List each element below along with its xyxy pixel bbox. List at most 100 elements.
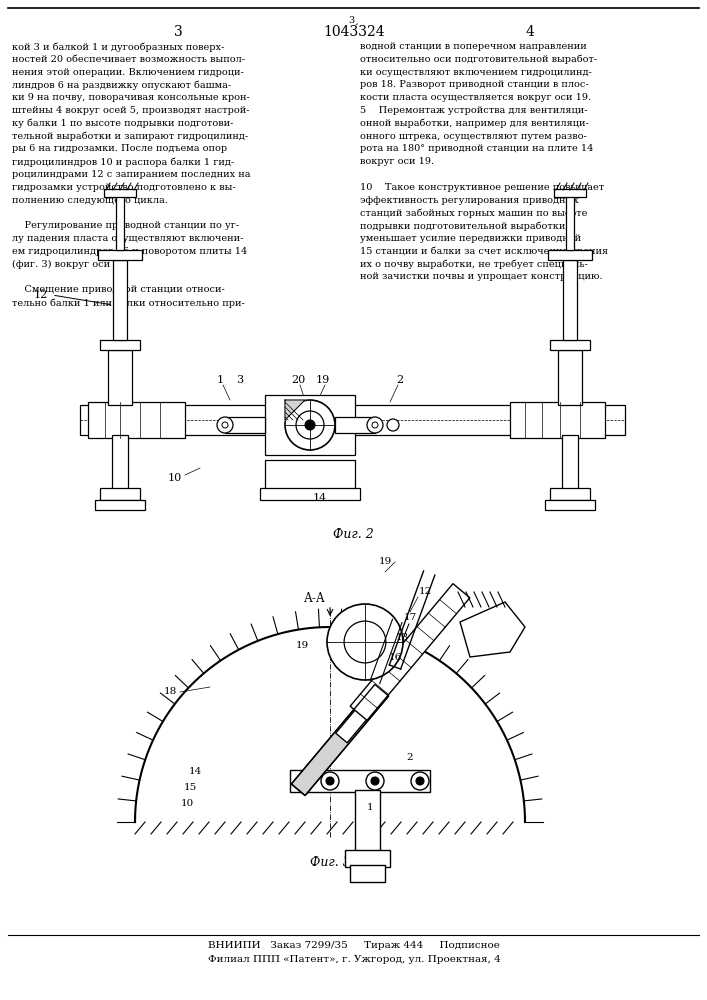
Text: 18: 18: [163, 688, 177, 696]
Text: 2: 2: [407, 752, 414, 762]
Text: 19: 19: [296, 641, 309, 650]
Bar: [265, 395, 355, 455]
Circle shape: [411, 772, 429, 790]
Circle shape: [344, 621, 386, 663]
Bar: [558, 350, 582, 405]
Polygon shape: [350, 584, 470, 720]
Text: 14: 14: [188, 768, 201, 776]
Text: полнению следующего цикла.: полнению следующего цикла.: [12, 196, 168, 205]
Text: эффективность регулирования приводных: эффективность регулирования приводных: [360, 196, 579, 205]
Circle shape: [321, 772, 339, 790]
Circle shape: [367, 417, 383, 433]
Text: Фиг. 2: Фиг. 2: [332, 528, 373, 542]
Text: 5    Перемонтаж устройства для вентиляци-: 5 Перемонтаж устройства для вентиляци-: [360, 106, 588, 115]
Bar: [260, 488, 360, 500]
Bar: [88, 402, 185, 438]
Text: Фиг. 3: Фиг. 3: [310, 856, 351, 868]
Text: тельной выработки и запирают гидроцилинд-: тельной выработки и запирают гидроцилинд…: [12, 132, 248, 141]
Circle shape: [285, 400, 335, 450]
Bar: [116, 195, 124, 250]
Text: 15: 15: [183, 782, 197, 792]
Text: 1: 1: [367, 802, 373, 812]
Bar: [566, 195, 574, 250]
Circle shape: [305, 420, 315, 430]
Circle shape: [366, 772, 384, 790]
Text: вокруг оси 19.: вокруг оси 19.: [360, 157, 434, 166]
Polygon shape: [460, 602, 525, 657]
Bar: [554, 189, 586, 197]
Bar: [550, 340, 590, 350]
Bar: [100, 488, 140, 500]
Text: тельно балки 1 или балки относительно при-: тельно балки 1 или балки относительно пр…: [12, 298, 245, 308]
Text: 19: 19: [316, 375, 330, 385]
Circle shape: [222, 422, 228, 428]
Text: ем гидроцилиндров 16 и поворотом плиты 14: ем гидроцилиндров 16 и поворотом плиты 1…: [12, 247, 247, 256]
Polygon shape: [291, 684, 389, 796]
Bar: [225, 417, 265, 433]
Bar: [355, 790, 380, 852]
Text: их о почву выработки, не требует специаль-: их о почву выработки, не требует специал…: [360, 260, 588, 269]
Text: 3¸: 3¸: [349, 15, 360, 24]
Text: нения этой операции. Включением гидроци-: нения этой операции. Включением гидроци-: [12, 68, 244, 77]
Text: водной станции в поперечном направлении: водной станции в поперечном направлении: [360, 42, 587, 51]
Bar: [100, 340, 140, 350]
Text: А-А: А-А: [304, 592, 326, 605]
Text: 3: 3: [236, 375, 244, 385]
Text: онной выработки, например для вентиляци-: онной выработки, например для вентиляци-: [360, 119, 589, 128]
Text: ры 6 на гидрозамки. После подъема опор: ры 6 на гидрозамки. После подъема опор: [12, 144, 227, 153]
Text: относительно оси подготовительной выработ-: относительно оси подготовительной вырабо…: [360, 55, 597, 64]
Text: (фиг. 3) вокруг оси 15.: (фиг. 3) вокруг оси 15.: [12, 260, 129, 269]
Bar: [548, 250, 592, 260]
Circle shape: [371, 777, 379, 785]
Text: 20: 20: [291, 375, 305, 385]
Text: кости пласта осуществляется вокруг оси 19.: кости пласта осуществляется вокруг оси 1…: [360, 93, 591, 102]
Bar: [95, 500, 145, 510]
Text: онного штрека, осуществляют путем разво-: онного штрека, осуществляют путем разво-: [360, 132, 587, 141]
Text: 14: 14: [313, 493, 327, 503]
Polygon shape: [336, 641, 424, 743]
Text: ки осуществляют включением гидроцилинд-: ки осуществляют включением гидроцилинд-: [360, 68, 592, 77]
Bar: [80, 405, 625, 435]
Text: ку балки 1 по высоте подрывки подготови-: ку балки 1 по высоте подрывки подготови-: [12, 119, 233, 128]
Text: 17: 17: [404, 612, 416, 621]
Text: 10    Такое конструктивное решение повышает: 10 Такое конструктивное решение повышает: [360, 183, 604, 192]
Text: ной зачистки почвы и упрощает конструкцию.: ной зачистки почвы и упрощает конструкци…: [360, 272, 602, 281]
Text: 2: 2: [397, 375, 404, 385]
Text: 4: 4: [525, 25, 534, 39]
Circle shape: [327, 604, 403, 680]
Bar: [112, 435, 128, 490]
Text: штейны 4 вокруг осей 5, производят настрой-: штейны 4 вокруг осей 5, производят настр…: [12, 106, 250, 115]
Text: ки 9 на почву, поворачивая консольные крон-: ки 9 на почву, поворачивая консольные кр…: [12, 93, 250, 102]
Text: 19: 19: [378, 558, 392, 566]
Bar: [563, 260, 577, 340]
Bar: [345, 850, 390, 867]
Text: 1: 1: [216, 375, 223, 385]
Circle shape: [326, 777, 334, 785]
Bar: [113, 260, 127, 340]
Text: Филиал ППП «Патент», г. Ужгород, ул. Проектная, 4: Филиал ППП «Патент», г. Ужгород, ул. Про…: [208, 956, 501, 964]
Text: 10: 10: [180, 800, 194, 808]
Bar: [104, 189, 136, 197]
Bar: [350, 865, 385, 882]
Circle shape: [372, 422, 378, 428]
Text: ностей 20 обеспечивает возможность выпол-: ностей 20 обеспечивает возможность выпол…: [12, 55, 245, 64]
Polygon shape: [285, 400, 305, 420]
Bar: [562, 435, 578, 490]
Text: 10: 10: [168, 473, 182, 483]
Circle shape: [217, 417, 233, 433]
Text: станций забойных горных машин по высоте: станций забойных горных машин по высоте: [360, 208, 588, 218]
Text: 16: 16: [388, 652, 402, 662]
Bar: [545, 500, 595, 510]
Text: гидроцилиндров 10 и распора балки 1 гид-: гидроцилиндров 10 и распора балки 1 гид-: [12, 157, 234, 167]
Text: роцилиндрами 12 с запиранием последних на: роцилиндрами 12 с запиранием последних н…: [12, 170, 250, 179]
Circle shape: [296, 411, 324, 439]
Text: лу падения пласта осуществляют включени-: лу падения пласта осуществляют включени-: [12, 234, 243, 243]
Text: 13: 13: [395, 633, 409, 642]
Text: 12: 12: [34, 290, 48, 300]
Text: линдров 6 на раздвижку опускают башма-: линдров 6 на раздвижку опускают башма-: [12, 80, 231, 90]
Text: ров 18. Разворот приводной станции в плос-: ров 18. Разворот приводной станции в пло…: [360, 80, 589, 89]
Bar: [98, 250, 142, 260]
Bar: [108, 350, 132, 405]
Bar: [290, 770, 430, 792]
Text: подрывки подготовительной выработки,: подрывки подготовительной выработки,: [360, 221, 568, 231]
